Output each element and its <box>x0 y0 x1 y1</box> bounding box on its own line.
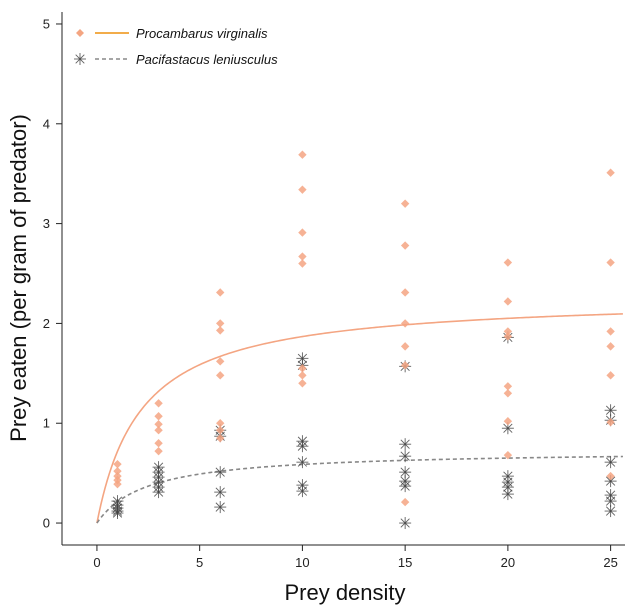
axes: 0 5 10 15 20 25 0 1 2 3 4 5 <box>43 12 625 570</box>
point-procambarus <box>216 371 225 380</box>
point-procambarus <box>606 168 615 177</box>
legend-item-procambarus: Procambarus virginalis <box>76 26 268 41</box>
x-axis-title: Prey density <box>284 580 405 605</box>
fit-curve-procambarus <box>96 313 623 524</box>
point-procambarus <box>113 459 122 469</box>
point-procambarus <box>503 382 513 391</box>
data-points <box>111 150 617 530</box>
point-pacifastacus <box>399 438 412 451</box>
point-procambarus <box>606 471 615 481</box>
legend-asterisk-glyph <box>74 53 86 65</box>
legend-asterisk-marker <box>74 53 86 65</box>
point-procambarus <box>606 371 615 380</box>
legend-diamond-marker <box>76 29 84 37</box>
point-pacifastacus <box>604 475 617 488</box>
point-procambarus <box>400 361 410 370</box>
point-procambarus <box>216 357 225 366</box>
y-tick-label: 2 <box>43 316 50 331</box>
point-procambarus <box>298 371 307 380</box>
point-pacifastacus <box>604 456 617 469</box>
point-procambarus <box>154 412 163 421</box>
legend: Procambarus virginalis Pacifastacus leni… <box>74 26 278 67</box>
point-procambarus <box>503 332 513 341</box>
y-axis-title: Prey eaten (per gram of predator) <box>6 114 31 442</box>
y-tick-label: 0 <box>43 516 50 531</box>
point-pacifastacus <box>296 440 309 453</box>
y-tick-label: 5 <box>43 16 50 31</box>
point-procambarus <box>154 438 163 448</box>
point-procambarus <box>298 364 307 373</box>
point-pacifastacus <box>296 456 309 469</box>
point-procambarus <box>503 389 513 398</box>
x-tick-label: 20 <box>501 555 515 570</box>
point-procambarus <box>503 297 513 306</box>
point-procambarus <box>606 258 615 267</box>
point-procambarus <box>154 446 163 456</box>
point-procambarus <box>606 342 615 351</box>
point-pacifastacus <box>111 507 124 520</box>
x-tick-label: 5 <box>196 555 203 570</box>
point-procambarus <box>400 199 410 208</box>
point-procambarus <box>216 419 225 428</box>
point-pacifastacus <box>501 422 514 435</box>
y-tick-label: 4 <box>43 116 50 131</box>
point-pacifastacus <box>501 488 514 501</box>
point-procambarus <box>216 319 225 328</box>
point-procambarus <box>298 150 307 159</box>
point-pacifastacus <box>399 517 412 530</box>
y-tick-label: 3 <box>43 216 50 231</box>
point-pacifastacus <box>214 486 227 499</box>
point-procambarus <box>606 327 615 336</box>
point-procambarus <box>154 426 163 435</box>
point-procambarus <box>113 479 122 489</box>
point-pacifastacus <box>296 485 309 498</box>
point-procambarus <box>216 426 225 435</box>
point-procambarus <box>298 259 307 268</box>
point-procambarus <box>154 420 163 429</box>
point-pacifastacus <box>296 352 309 365</box>
point-pacifastacus <box>214 466 227 479</box>
point-procambarus <box>400 241 410 250</box>
legend-label-procambarus: Procambarus virginalis <box>136 26 268 41</box>
point-procambarus <box>400 288 410 297</box>
point-pacifastacus <box>152 486 165 499</box>
point-pacifastacus <box>214 501 227 514</box>
point-procambarus <box>216 326 225 335</box>
point-procambarus <box>606 418 615 427</box>
point-pacifastacus <box>604 505 617 518</box>
point-procambarus <box>400 342 410 351</box>
point-procambarus <box>216 288 225 297</box>
point-procambarus <box>400 497 410 507</box>
point-procambarus <box>503 417 513 426</box>
y-tick-label: 1 <box>43 416 50 431</box>
point-procambarus <box>503 327 513 336</box>
point-procambarus <box>113 466 122 476</box>
point-procambarus <box>216 434 225 443</box>
point-procambarus <box>298 228 307 237</box>
x-tick-label: 0 <box>93 555 100 570</box>
x-tick-label: 10 <box>295 555 309 570</box>
point-procambarus <box>400 319 410 328</box>
x-tick-label: 25 <box>603 555 617 570</box>
fit-curve-pacifastacus <box>96 455 623 524</box>
legend-label-pacifastacus: Pacifastacus leniusculus <box>136 52 278 67</box>
point-pacifastacus <box>399 480 412 493</box>
legend-item-pacifastacus: Pacifastacus leniusculus <box>74 52 278 67</box>
point-procambarus <box>154 399 163 408</box>
x-tick-label: 15 <box>398 555 412 570</box>
fit-curves <box>96 313 623 524</box>
point-procambarus <box>503 258 513 267</box>
point-pacifastacus <box>399 450 412 463</box>
point-procambarus <box>298 379 307 388</box>
point-procambarus <box>298 252 307 261</box>
point-procambarus <box>503 450 513 460</box>
point-procambarus <box>298 185 307 194</box>
